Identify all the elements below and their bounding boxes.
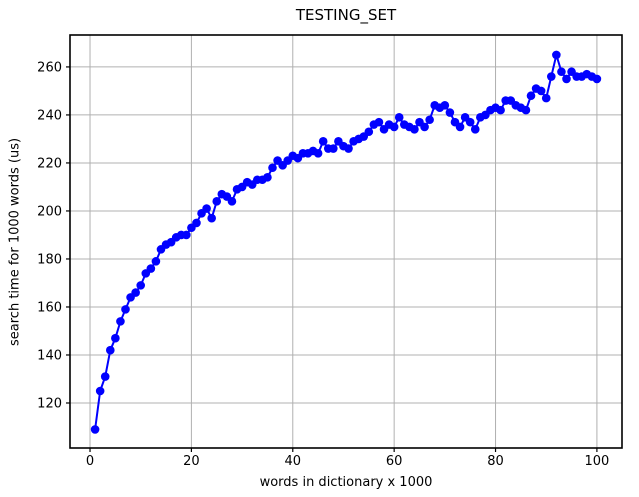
data-point — [95, 386, 105, 396]
data-point — [151, 257, 161, 266]
data-point — [90, 425, 100, 434]
y-tick-label: 180 — [37, 252, 62, 267]
data-point — [116, 317, 125, 326]
data-point — [445, 108, 455, 117]
x-tick-label: 0 — [86, 454, 94, 469]
data-point — [344, 144, 353, 153]
data-point — [440, 101, 450, 110]
y-tick-label: 160 — [37, 300, 62, 315]
data-point — [146, 264, 156, 273]
y-tick-label: 140 — [37, 348, 62, 363]
data-point — [552, 50, 561, 60]
data-point — [425, 115, 434, 125]
x-tick-label: 20 — [183, 454, 200, 469]
data-point — [329, 144, 338, 153]
data-point — [111, 333, 120, 343]
data-point — [562, 74, 571, 84]
plot-border — [69, 34, 623, 449]
x-tick-label: 80 — [487, 454, 504, 469]
data-point — [374, 117, 384, 127]
data-point — [496, 105, 505, 115]
data-point — [389, 122, 399, 132]
data-point — [394, 113, 404, 122]
data-point — [592, 74, 602, 84]
data-point — [465, 117, 475, 127]
data-point — [207, 213, 216, 223]
data-point — [546, 72, 556, 81]
y-tick-label: 240 — [37, 108, 62, 123]
data-point — [313, 149, 323, 158]
data-point — [212, 197, 222, 206]
data-point — [364, 127, 374, 137]
data-point — [470, 125, 480, 134]
x-tick-label: 100 — [584, 454, 609, 469]
data-point — [541, 93, 551, 103]
x-tick-label: 60 — [386, 454, 403, 469]
x-tick-label: 40 — [285, 454, 302, 469]
data-point — [268, 163, 277, 173]
y-tick-label: 220 — [37, 156, 62, 171]
data-point — [536, 86, 546, 96]
data-point — [192, 218, 201, 228]
data-point — [521, 105, 531, 115]
data-point — [526, 91, 536, 101]
data-point — [100, 372, 110, 381]
data-point — [227, 197, 237, 206]
data-point — [318, 137, 328, 146]
y-tick-label: 200 — [37, 204, 62, 219]
data-point — [121, 305, 130, 314]
data-point — [455, 122, 465, 132]
data-point — [420, 122, 429, 132]
data-point — [557, 67, 566, 77]
data-point — [106, 345, 115, 355]
data-point — [136, 281, 146, 290]
data-point — [410, 125, 419, 134]
data-point — [202, 204, 211, 213]
data-point — [263, 173, 272, 182]
y-tick-label: 260 — [37, 60, 62, 75]
chart-title: TESTING_SET — [295, 6, 397, 24]
x-axis-label: words in dictionary x 1000 — [259, 475, 433, 490]
data-point — [182, 230, 191, 240]
data-point — [131, 288, 140, 297]
y-tick-label: 120 — [37, 396, 62, 411]
